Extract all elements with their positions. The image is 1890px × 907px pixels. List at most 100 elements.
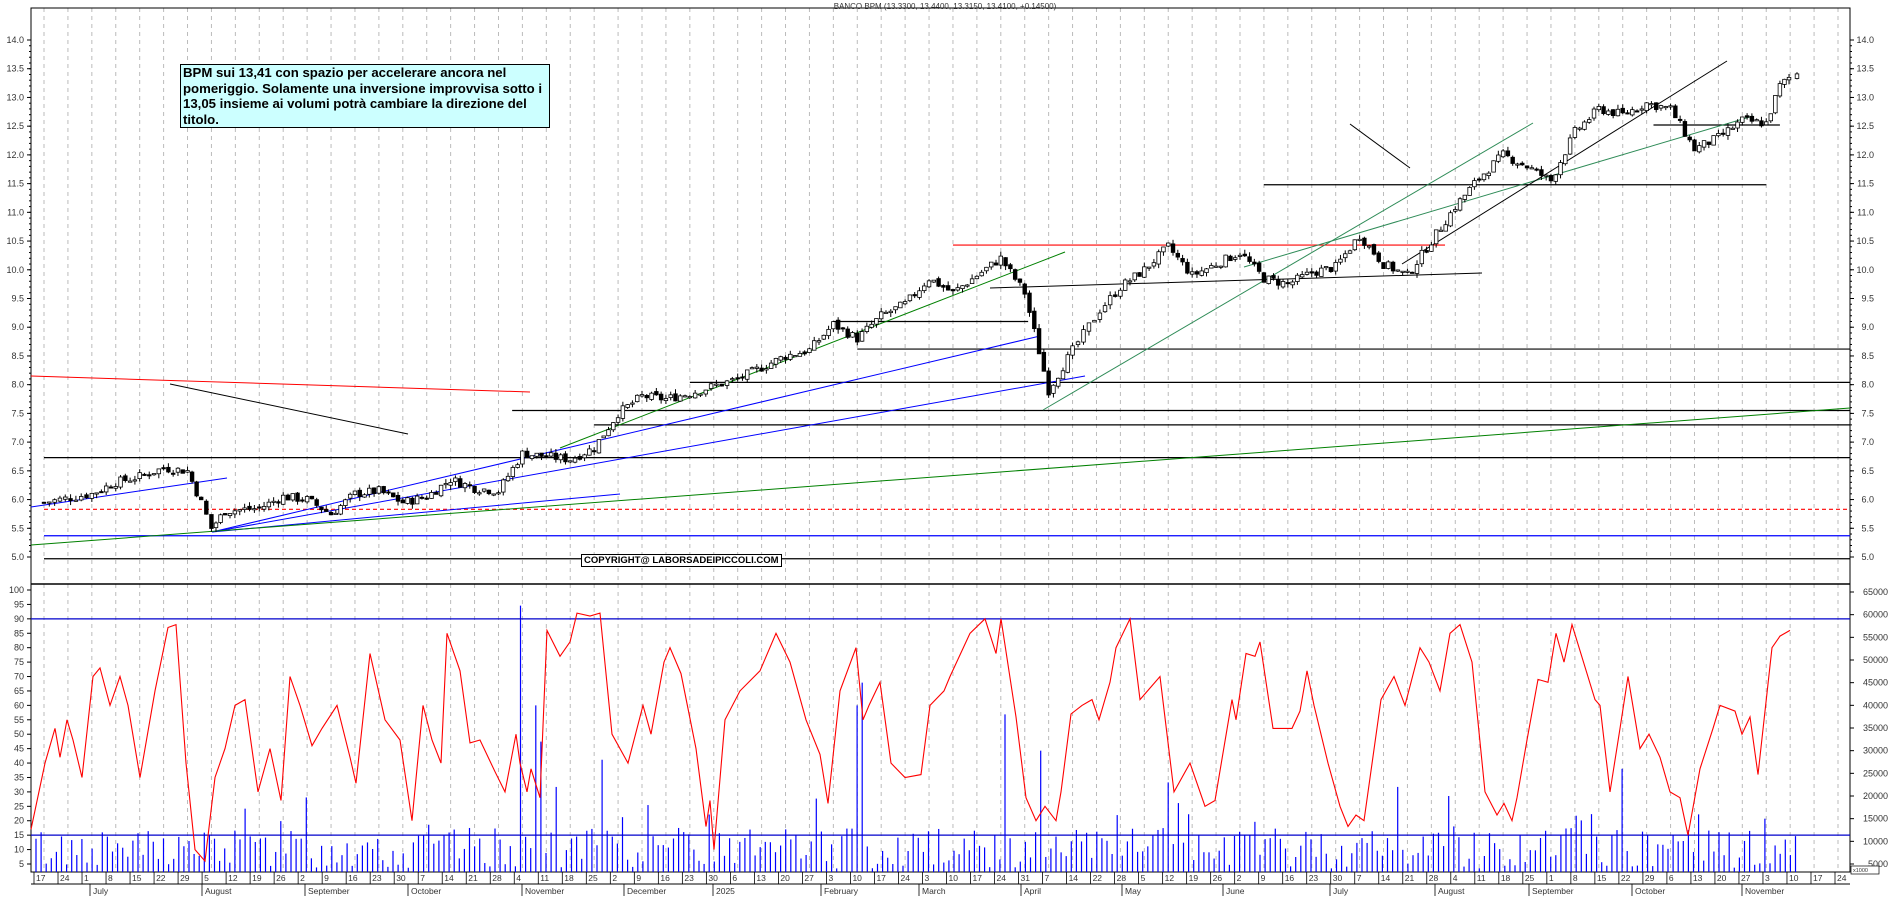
svg-text:7: 7 — [420, 873, 425, 883]
svg-text:45: 45 — [14, 744, 24, 754]
svg-text:6.0: 6.0 — [11, 495, 24, 505]
svg-text:October: October — [411, 886, 441, 896]
svg-text:40000: 40000 — [1863, 700, 1888, 710]
svg-text:July: July — [93, 886, 109, 896]
x-axis: 17 24 1 8 15 22 29 5 12 19 26 2 9 16 23 30 7 14 21 28 4 11 18 2… — [33, 872, 1847, 896]
svg-text:8.0: 8.0 — [11, 380, 24, 390]
svg-text:8: 8 — [108, 873, 113, 883]
svg-text:5000: 5000 — [1868, 859, 1888, 869]
svg-text:100: 100 — [9, 585, 24, 595]
svg-text:10.5: 10.5 — [1856, 236, 1874, 246]
svg-text:8.0: 8.0 — [1861, 380, 1874, 390]
svg-text:20: 20 — [14, 816, 24, 826]
svg-text:2: 2 — [612, 873, 617, 883]
svg-text:8: 8 — [1573, 873, 1578, 883]
svg-text:21: 21 — [468, 873, 478, 883]
svg-text:7.5: 7.5 — [1861, 408, 1874, 418]
svg-text:50000: 50000 — [1863, 655, 1888, 665]
svg-text:30: 30 — [708, 873, 718, 883]
svg-text:14: 14 — [1069, 873, 1079, 883]
svg-text:October: October — [1635, 886, 1665, 896]
svg-text:45000: 45000 — [1863, 678, 1888, 688]
svg-text:10: 10 — [1789, 873, 1799, 883]
svg-text:25: 25 — [1525, 873, 1535, 883]
svg-text:March: March — [922, 886, 946, 896]
svg-text:25: 25 — [588, 873, 598, 883]
svg-text:6: 6 — [732, 873, 737, 883]
svg-text:25: 25 — [14, 801, 24, 811]
svg-text:25000: 25000 — [1863, 768, 1888, 778]
svg-text:August: August — [1438, 886, 1465, 896]
svg-text:9.0: 9.0 — [11, 322, 24, 332]
svg-text:9.0: 9.0 — [1861, 322, 1874, 332]
svg-text:90: 90 — [14, 614, 24, 624]
svg-text:6.5: 6.5 — [11, 466, 24, 476]
svg-text:2025: 2025 — [716, 886, 735, 896]
svg-text:75: 75 — [14, 657, 24, 667]
svg-text:13.5: 13.5 — [6, 64, 24, 74]
svg-text:12.0: 12.0 — [6, 150, 24, 160]
svg-text:x1000: x1000 — [1853, 868, 1868, 874]
svg-text:55000: 55000 — [1863, 632, 1888, 642]
svg-text:22: 22 — [156, 873, 166, 883]
chart-title: BANCO BPM (13.3300, 13.4400, 13.3150, 13… — [833, 2, 1057, 11]
price-axis: 14.0 14.0 13.5 13.5 13.0 13.0 12.5 12.5 12.0 12.0… — [6, 35, 1874, 562]
svg-text:70: 70 — [14, 672, 24, 682]
svg-text:24: 24 — [997, 873, 1007, 883]
svg-text:7: 7 — [1045, 873, 1050, 883]
svg-text:13.0: 13.0 — [1856, 92, 1874, 102]
svg-text:19: 19 — [252, 873, 262, 883]
svg-text:3: 3 — [924, 873, 929, 883]
svg-text:5: 5 — [204, 873, 209, 883]
svg-text:23: 23 — [684, 873, 694, 883]
svg-text:95: 95 — [14, 599, 24, 609]
volume-axis: 65000 60000 55000 50000 45000 40000 35000 30000… — [1850, 587, 1888, 875]
svg-text:9: 9 — [636, 873, 641, 883]
svg-text:23: 23 — [1309, 873, 1319, 883]
svg-text:29: 29 — [1645, 873, 1655, 883]
svg-text:5: 5 — [19, 859, 24, 869]
copyright-label: COPYRIGHT@ LABORSADEIPICCOLI.COM — [581, 554, 782, 567]
svg-text:30: 30 — [396, 873, 406, 883]
svg-text:24: 24 — [60, 873, 70, 883]
plot-frame — [30, 7, 1851, 873]
svg-text:24: 24 — [900, 873, 910, 883]
oscillator-axis: 100 95 90 85 80 75 70 65 60 55 50 45 40 35 30 25 20 15 10 5 — [9, 585, 31, 869]
svg-text:17: 17 — [876, 873, 886, 883]
support-resistance-levels — [44, 124, 1850, 560]
svg-text:30: 30 — [1333, 873, 1343, 883]
trendlines — [30, 60, 1851, 546]
svg-text:5.5: 5.5 — [1861, 523, 1874, 533]
svg-text:17: 17 — [1813, 873, 1823, 883]
svg-text:10.0: 10.0 — [6, 265, 24, 275]
svg-text:14: 14 — [1381, 873, 1391, 883]
svg-text:3: 3 — [828, 873, 833, 883]
svg-text:20: 20 — [1717, 873, 1727, 883]
svg-text:11.0: 11.0 — [1857, 207, 1874, 217]
svg-text:16: 16 — [1285, 873, 1295, 883]
svg-text:15: 15 — [14, 830, 24, 840]
svg-text:27: 27 — [804, 873, 814, 883]
svg-text:14.0: 14.0 — [6, 35, 24, 45]
svg-text:4: 4 — [1453, 873, 1458, 883]
svg-text:6.0: 6.0 — [1861, 495, 1874, 505]
svg-text:9.5: 9.5 — [1861, 294, 1874, 304]
svg-text:6.5: 6.5 — [1861, 466, 1874, 476]
svg-text:26: 26 — [276, 873, 286, 883]
svg-text:26: 26 — [1213, 873, 1223, 883]
svg-text:7.0: 7.0 — [1861, 437, 1874, 447]
svg-text:December: December — [627, 886, 666, 896]
svg-text:20: 20 — [780, 873, 790, 883]
svg-text:9: 9 — [324, 873, 329, 883]
svg-text:6: 6 — [1669, 873, 1674, 883]
svg-text:November: November — [525, 886, 564, 896]
svg-text:30000: 30000 — [1863, 746, 1888, 756]
svg-text:10: 10 — [852, 873, 862, 883]
svg-text:85: 85 — [14, 628, 24, 638]
svg-text:June: June — [1226, 886, 1245, 896]
svg-text:9: 9 — [1261, 873, 1266, 883]
svg-text:2: 2 — [1237, 873, 1242, 883]
svg-text:11.5: 11.5 — [1857, 179, 1874, 189]
